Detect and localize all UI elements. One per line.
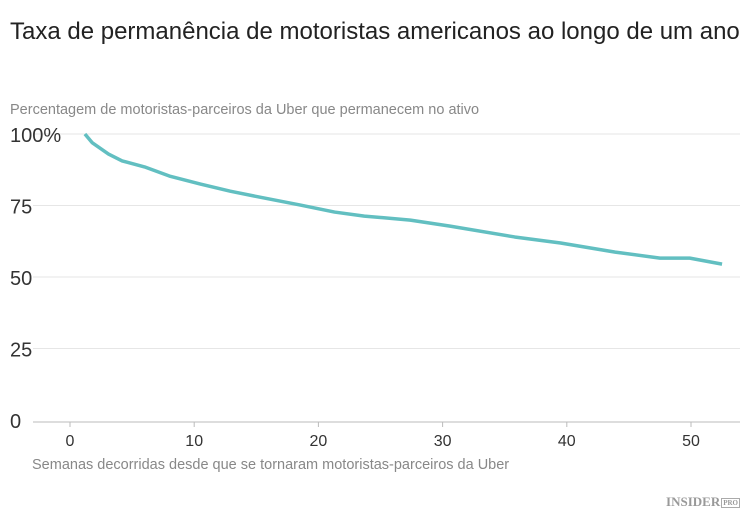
series-line <box>83 132 723 266</box>
y-tick-label: 25 <box>10 340 32 362</box>
logo-text: INSIDER <box>666 494 721 509</box>
y-tick-label: 0 <box>10 411 21 433</box>
x-tick-label: 40 <box>558 433 576 450</box>
y-tick-label: 75 <box>10 197 32 219</box>
y-tick-label: 50 <box>10 268 32 290</box>
x-tick-label: 10 <box>185 433 203 450</box>
x-tick-label: 0 <box>66 433 75 450</box>
y-axis-label: Percentagem de motoristas-parceiros da U… <box>10 102 480 118</box>
insider-pro-logo: INSIDER PRO <box>666 494 740 510</box>
y-tick-label: 100% <box>10 125 61 147</box>
x-tick-label: 30 <box>434 433 452 450</box>
x-axis-label: Semanas decorridas desde que se tornaram… <box>32 457 510 473</box>
x-tick-label: 20 <box>310 433 328 450</box>
chart-title: Taxa de permanência de motoristas americ… <box>10 18 740 45</box>
x-tick-label: 50 <box>682 433 700 450</box>
logo-sub: PRO <box>721 498 740 509</box>
